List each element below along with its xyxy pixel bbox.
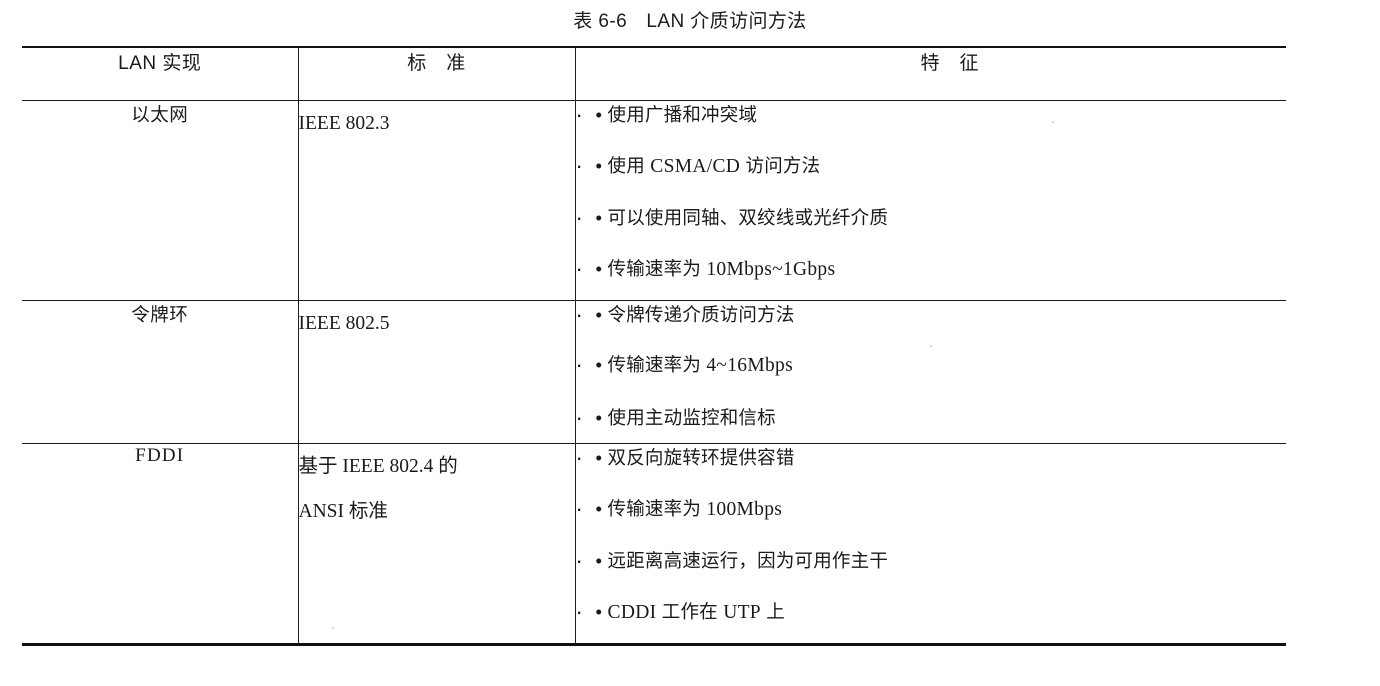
standard-line: IEEE 802.5: [299, 301, 575, 346]
cell-standard: IEEE 802.5: [297, 300, 576, 444]
cell-standard: IEEE 802.3: [297, 100, 576, 301]
feature-item: • 远距离高速运行，因为可用作主干: [576, 546, 1287, 576]
feature-list: • 使用广播和冲突域 • 使用 CSMA/CD 访问方法 • 可以使用同轴、双绞…: [576, 100, 1287, 285]
implementation-name: 令牌环: [131, 303, 189, 325]
cell-implementation: 以太网: [22, 100, 298, 301]
scan-speck: [1052, 121, 1054, 123]
feature-item: • 使用主动监控和信标: [576, 403, 1287, 433]
latin-run: CSMA/CD: [650, 155, 741, 177]
latin-run: IEEE: [298, 113, 341, 134]
header-row: LAN 实现 标 准 特 征: [22, 47, 1286, 101]
latin-run: UTP: [723, 601, 761, 623]
feature-item: • 传输速率为 4~16Mbps: [576, 350, 1287, 381]
feature-item: • 使用 CSMA/CD 访问方法: [576, 151, 1287, 182]
standard-line: 基于 IEEE 802.4 的: [298, 456, 458, 478]
standard-line: ANSI 标准: [298, 501, 388, 523]
feature-item: • 令牌传递介质访问方法: [576, 300, 1287, 330]
column-header-features: 特 征: [575, 47, 1286, 101]
feature-item: • 传输速率为 10Mbps~1Gbps: [576, 254, 1287, 285]
cell-features: • 使用广播和冲突域 • 使用 CSMA/CD 访问方法 • 可以使用同轴、双绞…: [575, 100, 1287, 301]
feature-item: • CDDI 工作在 UTP 上: [576, 597, 1287, 628]
table-caption: 表 6-6 LAN 介质访问方法: [573, 11, 807, 32]
implementation-name: 以太网: [131, 104, 189, 125]
feature-item: • 传输速率为 100Mbps: [576, 494, 1287, 525]
latin-run: IEEE: [298, 312, 341, 334]
latin-run: 100Mbps: [706, 498, 783, 520]
table-container: LAN 实现 标 准 特 征 以太网 IEEE 802.3 •: [22, 46, 1286, 646]
table-body: 以太网 IEEE 802.3 • 使用广播和冲突域 • 使用 CSMA/CD 访…: [22, 100, 1287, 645]
table-row: FDDI 基于 IEEE 802.4 的 ANSI 标准 • 双反向旋转环提供容…: [22, 443, 1287, 645]
cell-features: • 双反向旋转环提供容错 • 传输速率为 100Mbps • 远距离高速运行，因…: [575, 443, 1287, 645]
latin-run: 802.4: [389, 456, 434, 478]
table-row: 以太网 IEEE 802.3 • 使用广播和冲突域 • 使用 CSMA/CD 访…: [22, 100, 1287, 301]
latin-run: ANSI: [298, 501, 345, 523]
feature-item: • 双反向旋转环提供容错: [576, 443, 1287, 473]
cell-standard: 基于 IEEE 802.4 的 ANSI 标准: [297, 443, 576, 645]
scan-speck: [927, 60, 929, 62]
latin-run: CDDI: [607, 601, 657, 623]
feature-item: • 可以使用同轴、双绞线或光纤介质: [576, 203, 1287, 233]
latin-run: 4~16Mbps: [706, 355, 793, 377]
scan-speck: [332, 627, 334, 629]
column-header-standard: 标 准: [297, 47, 576, 101]
feature-item: • 使用广播和冲突域: [576, 100, 1287, 130]
feature-list: • 双反向旋转环提供容错 • 传输速率为 100Mbps • 远距离高速运行，因…: [576, 443, 1287, 628]
column-header-implementation: LAN 实现: [22, 47, 298, 101]
lan-media-access-table: LAN 实现 标 准 特 征 以太网 IEEE 802.3 •: [22, 46, 1286, 646]
standard-line: IEEE 802.3: [299, 101, 575, 146]
cell-implementation: 令牌环: [22, 300, 298, 444]
implementation-name: FDDI: [135, 445, 185, 467]
scan-speck: [930, 345, 932, 347]
latin-run: 802.5: [345, 312, 390, 334]
latin-run: 802.3: [345, 113, 390, 134]
feature-list: • 令牌传递介质访问方法 • 传输速率为 4~16Mbps • 使用主动监控和信…: [576, 300, 1287, 433]
cell-implementation: FDDI: [22, 443, 298, 645]
table-row: 令牌环 IEEE 802.5 • 令牌传递介质访问方法 • 传输速率为 4~16…: [22, 300, 1287, 444]
table-header: LAN 实现 标 准 特 征: [22, 47, 1286, 101]
cell-features: • 令牌传递介质访问方法 • 传输速率为 4~16Mbps • 使用主动监控和信…: [575, 300, 1287, 444]
latin-run: IEEE: [342, 456, 385, 478]
latin-run: 10Mbps~1Gbps: [706, 258, 836, 280]
